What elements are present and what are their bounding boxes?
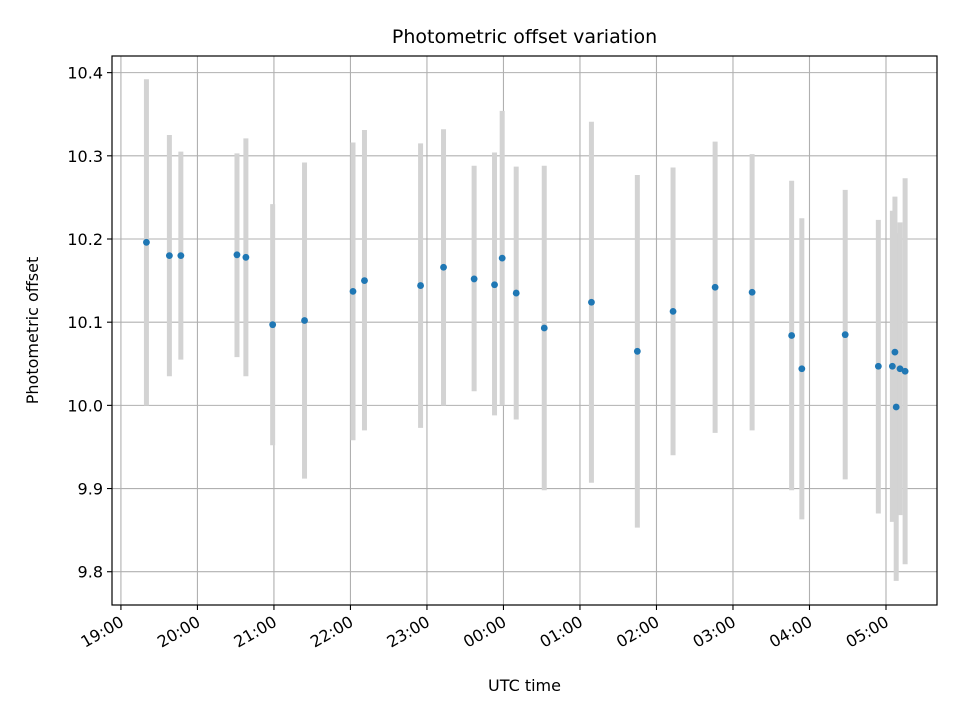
data-point	[165, 252, 173, 260]
data-point	[440, 263, 447, 271]
data-point	[891, 348, 899, 356]
chart-title: Photometric offset variation	[392, 26, 657, 48]
data-point	[888, 362, 896, 370]
data-point	[748, 288, 756, 296]
data-point	[901, 367, 909, 375]
data-point	[491, 281, 498, 289]
data-point	[349, 288, 357, 295]
data-point	[711, 283, 719, 291]
data-point	[233, 251, 241, 259]
data-point	[417, 282, 424, 289]
data-point	[798, 365, 806, 373]
y-tick-label: 9.8	[78, 563, 103, 582]
data-point	[633, 347, 641, 355]
y-tick-label: 9.9	[78, 480, 103, 499]
data-point	[669, 307, 677, 315]
data-point	[540, 324, 548, 332]
data-point	[874, 362, 882, 370]
y-tick-label: 10.3	[67, 147, 103, 166]
data-point	[361, 277, 368, 284]
data-point	[177, 252, 185, 260]
data-point	[896, 365, 904, 373]
data-point	[143, 238, 150, 246]
data-point	[301, 317, 308, 324]
data-point	[242, 253, 250, 261]
y-tick-label: 10.4	[67, 64, 103, 83]
y-axis-ticks: 9.8 9.9 10.0 10.1 10.2 10.3 10.4	[67, 64, 112, 582]
data-point	[269, 321, 277, 329]
grid	[112, 56, 937, 605]
plot-frame	[111, 55, 938, 606]
data-point	[588, 298, 595, 306]
data-points	[143, 238, 909, 411]
data-point	[841, 331, 849, 339]
y-tick-label: 10.1	[67, 313, 103, 332]
data-point	[498, 254, 506, 262]
data-point	[892, 403, 900, 411]
x-axis-label: UTC time	[488, 676, 561, 695]
y-axis-label: Photometric offset	[23, 257, 42, 405]
data-point	[470, 275, 478, 283]
y-tick-label: 10.0	[67, 396, 103, 415]
data-point	[788, 332, 796, 339]
data-point	[512, 289, 520, 297]
y-tick-label: 10.2	[67, 230, 103, 249]
